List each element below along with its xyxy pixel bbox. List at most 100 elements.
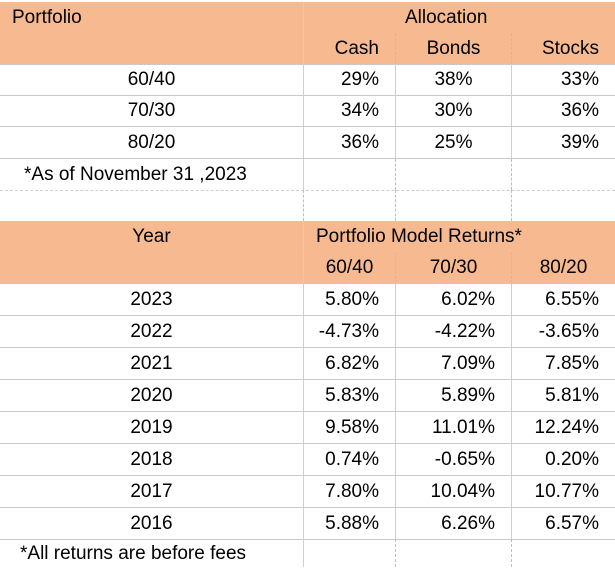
- return-6040-cell[interactable]: 5.80%: [303, 284, 395, 315]
- year-cell[interactable]: 2021: [130, 353, 173, 374]
- year-cell[interactable]: 2023: [130, 289, 173, 310]
- return-7030-cell[interactable]: 11.01%: [395, 412, 511, 443]
- year-cell[interactable]: 2017: [130, 481, 173, 502]
- portfolio-cell[interactable]: 80/20: [127, 132, 176, 153]
- returns-note-empty-cell: [395, 539, 511, 567]
- returns-note-empty-cell: [511, 539, 615, 567]
- allocation-note[interactable]: *As of November 31 ,2023: [24, 164, 247, 185]
- divider: [0, 315, 615, 316]
- returns-6040-header[interactable]: 60/40: [303, 252, 395, 283]
- cash-cell[interactable]: 29%: [303, 64, 395, 95]
- bonds-cell[interactable]: 25%: [395, 127, 511, 158]
- divider: [0, 539, 615, 540]
- table-row: 2021 6.82% 7.09% 7.85%: [0, 348, 615, 379]
- allocation-note-empty-cell: [395, 159, 511, 190]
- portfolio-cell[interactable]: 60/40: [127, 69, 176, 90]
- return-8020-cell[interactable]: 5.81%: [511, 380, 615, 411]
- return-8020-cell[interactable]: 10.77%: [511, 476, 615, 507]
- return-6040-cell[interactable]: -4.73%: [303, 316, 395, 347]
- return-8020-cell[interactable]: 6.57%: [511, 508, 615, 539]
- year-cell[interactable]: 2019: [130, 417, 173, 438]
- return-7030-cell[interactable]: -0.65%: [395, 444, 511, 475]
- divider: [0, 347, 615, 348]
- divider: [0, 475, 615, 476]
- divider: [0, 126, 615, 127]
- divider: [0, 411, 615, 412]
- table-row: 2017 7.80% 10.04% 10.77%: [0, 476, 615, 507]
- table-row: 2022 -4.73% -4.22% -3.65%: [0, 316, 615, 347]
- bonds-cell[interactable]: 38%: [395, 64, 511, 95]
- year-header[interactable]: Year: [132, 226, 171, 247]
- allocation-note-empty-cell: [511, 159, 615, 190]
- stocks-cell[interactable]: 39%: [511, 127, 615, 158]
- divider: [0, 443, 615, 444]
- blank-cell: [0, 190, 303, 221]
- portfolio-cell[interactable]: 70/30: [127, 100, 176, 121]
- return-8020-cell[interactable]: 7.85%: [511, 348, 615, 379]
- returns-subheader-empty-cell: [0, 252, 303, 283]
- blank-row: [0, 190, 615, 221]
- stocks-cell[interactable]: 33%: [511, 64, 615, 95]
- blank-cell: [303, 190, 395, 221]
- bonds-header[interactable]: Bonds: [395, 33, 511, 64]
- portfolio-header[interactable]: Portfolio: [12, 7, 82, 28]
- table-row: 80/20 36% 25% 39%: [0, 127, 615, 158]
- cash-header[interactable]: Cash: [303, 33, 395, 64]
- allocation-subheader-empty-cell: [0, 33, 303, 64]
- allocation-header-spacer-cell: [303, 2, 395, 33]
- stocks-cell[interactable]: 36%: [511, 95, 615, 126]
- return-8020-cell[interactable]: 12.24%: [511, 412, 615, 443]
- table-row: 60/40 29% 38% 33%: [0, 64, 615, 95]
- return-8020-cell[interactable]: 0.20%: [511, 444, 615, 475]
- return-6040-cell[interactable]: 9.58%: [303, 412, 395, 443]
- stocks-header[interactable]: Stocks: [511, 33, 615, 64]
- divider: [0, 190, 615, 191]
- note-row: *All returns are before fees: [0, 539, 615, 567]
- divider: [0, 379, 615, 380]
- allocation-header-row: Portfolio Allocation: [0, 2, 615, 33]
- return-6040-cell[interactable]: 5.83%: [303, 380, 395, 411]
- year-cell[interactable]: 2018: [130, 449, 173, 470]
- returns-7030-header[interactable]: 70/30: [395, 252, 511, 283]
- return-6040-cell[interactable]: 0.74%: [303, 444, 395, 475]
- year-cell[interactable]: 2016: [130, 513, 173, 534]
- divider: [0, 283, 615, 284]
- return-6040-cell[interactable]: 5.88%: [303, 508, 395, 539]
- blank-cell: [395, 190, 511, 221]
- table-row: 2018 0.74% -0.65% 0.20%: [0, 444, 615, 475]
- allocation-header-empty-cell: [511, 2, 615, 33]
- return-7030-cell[interactable]: 6.26%: [395, 508, 511, 539]
- return-7030-cell[interactable]: 7.09%: [395, 348, 511, 379]
- return-6040-cell[interactable]: 7.80%: [303, 476, 395, 507]
- table-row: 2023 5.80% 6.02% 6.55%: [0, 284, 615, 315]
- allocation-header[interactable]: Allocation: [405, 7, 488, 28]
- bonds-cell[interactable]: 30%: [395, 95, 511, 126]
- cash-cell[interactable]: 34%: [303, 95, 395, 126]
- returns-subheader-row: 60/40 70/30 80/20: [0, 252, 615, 283]
- divider: [0, 95, 615, 96]
- return-6040-cell[interactable]: 6.82%: [303, 348, 395, 379]
- year-cell[interactable]: 2022: [130, 321, 173, 342]
- divider: [0, 64, 615, 65]
- return-8020-cell[interactable]: -3.65%: [511, 316, 615, 347]
- year-cell[interactable]: 2020: [130, 385, 173, 406]
- returns-header[interactable]: Portfolio Model Returns*: [303, 221, 615, 252]
- allocation-subheader-row: Cash Bonds Stocks: [0, 33, 615, 64]
- table-row: 70/30 34% 30% 36%: [0, 95, 615, 126]
- return-7030-cell[interactable]: -4.22%: [395, 316, 511, 347]
- table-row: 2019 9.58% 11.01% 12.24%: [0, 412, 615, 443]
- note-row: *As of November 31 ,2023: [0, 159, 615, 190]
- table-row: 2016 5.88% 6.26% 6.57%: [0, 508, 615, 539]
- cash-cell[interactable]: 36%: [303, 127, 395, 158]
- returns-8020-header[interactable]: 80/20: [511, 252, 615, 283]
- divider: [0, 507, 615, 508]
- return-7030-cell[interactable]: 6.02%: [395, 284, 511, 315]
- divider: [0, 158, 615, 159]
- returns-note[interactable]: *All returns are before fees: [20, 543, 247, 564]
- blank-cell: [511, 190, 615, 221]
- return-7030-cell[interactable]: 10.04%: [395, 476, 511, 507]
- return-7030-cell[interactable]: 5.89%: [395, 380, 511, 411]
- returns-header-row: Year Portfolio Model Returns*: [0, 221, 615, 252]
- return-8020-cell[interactable]: 6.55%: [511, 284, 615, 315]
